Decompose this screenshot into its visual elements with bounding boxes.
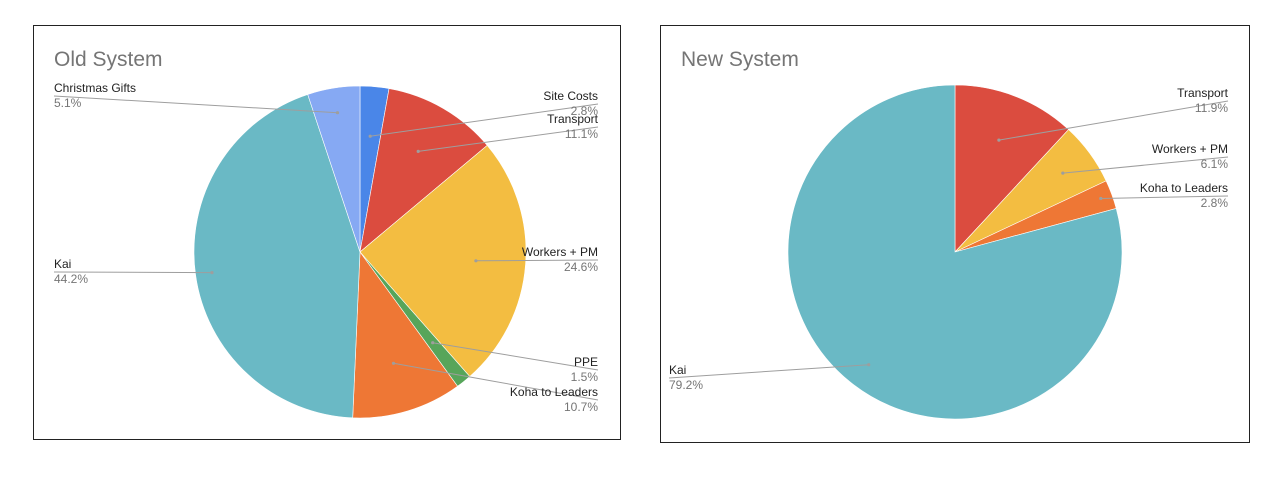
leader-line-transport bbox=[418, 126, 599, 152]
slice-pct-christmas-gifts: 5.1% bbox=[54, 96, 82, 110]
slice-pct-koha-to-leaders: 10.7% bbox=[564, 400, 598, 414]
slice-label-christmas-gifts: Christmas Gifts bbox=[54, 81, 136, 95]
pie-slice-workers-pm bbox=[359, 144, 527, 377]
slice-pct-site-costs: 2.8% bbox=[571, 104, 599, 118]
leader-line-workers-pm bbox=[1062, 156, 1229, 174]
pie-slice-transport bbox=[359, 88, 488, 253]
leader-dot-workers-pm bbox=[474, 259, 478, 263]
pie-slice-koha-to-leaders bbox=[352, 251, 458, 419]
slice-pct-koha-to-leaders: 2.8% bbox=[1201, 196, 1229, 210]
leader-dot-koha-to-leaders bbox=[391, 361, 396, 365]
slice-label-ppe: PPE bbox=[574, 355, 598, 369]
slice-label-kai: Kai bbox=[669, 363, 686, 377]
leader-dot-site-costs bbox=[368, 134, 372, 138]
leader-line-christmas-gifts bbox=[53, 95, 338, 114]
leader-dot-kai bbox=[867, 363, 871, 367]
new-system-chart: New System Transport 11.9% Workers + PM 6.1… bbox=[660, 25, 1250, 443]
leader-line-site-costs bbox=[370, 103, 599, 137]
leader-line-koha-to-leaders bbox=[393, 362, 599, 401]
pie-slice-kai bbox=[787, 84, 1123, 420]
pie-slices bbox=[787, 84, 1123, 420]
slice-pct-ppe: 1.5% bbox=[571, 370, 599, 384]
leader-dot-christmas-gifts bbox=[335, 111, 340, 115]
leader-dot-ppe bbox=[431, 341, 435, 345]
pie-slice-kai bbox=[193, 94, 361, 419]
leader-dot-kai bbox=[210, 271, 214, 275]
old-system-chart: Old System Site Costs 2.8% Transport 11.1% W… bbox=[33, 25, 621, 440]
slice-pct-kai: 79.2% bbox=[669, 378, 703, 392]
leader-line-koha-to-leaders bbox=[1100, 195, 1229, 199]
leader-dot-transport bbox=[416, 149, 420, 153]
slice-label-koha-to-leaders: Koha to Leaders bbox=[1140, 181, 1228, 195]
slice-pct-workers-pm: 24.6% bbox=[564, 260, 598, 274]
slice-pct-workers-pm: 6.1% bbox=[1201, 157, 1229, 171]
chart-title: Old System bbox=[54, 48, 163, 71]
leader-line-ppe bbox=[432, 342, 599, 371]
leader-line-transport bbox=[998, 100, 1229, 141]
leader-dot-koha-to-leaders bbox=[1099, 196, 1103, 201]
leader-dot-transport bbox=[997, 138, 1001, 142]
slice-label-kai: Kai bbox=[54, 257, 71, 271]
leader-line-workers-pm bbox=[475, 259, 599, 262]
leader-dot-workers-pm bbox=[1061, 171, 1065, 175]
slice-pct-kai: 44.2% bbox=[54, 272, 88, 286]
slice-label-workers-pm: Workers + PM bbox=[1152, 142, 1228, 156]
leader-line-kai bbox=[53, 271, 213, 274]
chart-title: New System bbox=[681, 48, 799, 71]
slice-label-workers-pm: Workers + PM bbox=[522, 245, 598, 259]
slice-label-transport: Transport bbox=[1177, 86, 1229, 100]
slice-label-transport: Transport bbox=[547, 112, 599, 126]
slice-label-site-costs: Site Costs bbox=[543, 89, 598, 103]
slice-pct-transport: 11.9% bbox=[1195, 101, 1228, 115]
slice-label-koha-to-leaders: Koha to Leaders bbox=[510, 385, 598, 399]
pie-slices bbox=[193, 85, 527, 419]
slice-pct-transport: 11.1% bbox=[565, 127, 598, 141]
pie-slice-christmas-gifts bbox=[307, 85, 361, 253]
pie-slice-transport bbox=[954, 84, 1069, 253]
leader-line-kai bbox=[668, 364, 869, 379]
